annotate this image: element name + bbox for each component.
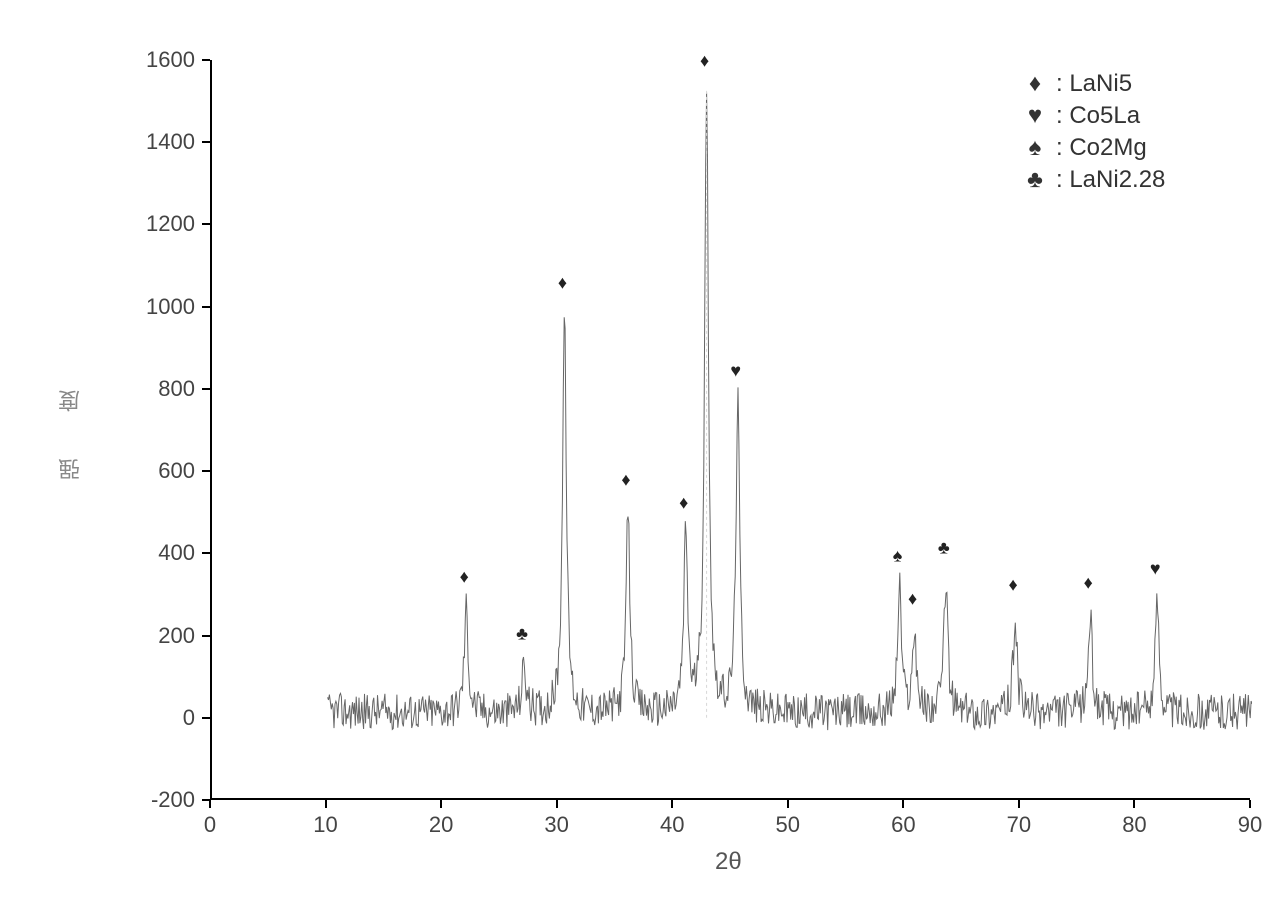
diamond-icon: ♦ [558, 272, 567, 293]
y-tick-mark [202, 470, 210, 472]
x-tick-mark [209, 800, 211, 808]
legend-item: ♥: Co5La [1020, 102, 1165, 130]
x-tick-label: 40 [652, 812, 692, 838]
diamond-icon: ♦ [700, 50, 709, 71]
spade-icon: ♠ [893, 546, 903, 567]
x-tick-label: 30 [537, 812, 577, 838]
diamond-icon: ♦ [1020, 70, 1050, 98]
y-tick-label: 400 [130, 540, 195, 566]
y-tick-label: 1000 [130, 294, 195, 320]
y-tick-mark [202, 306, 210, 308]
x-tick-mark [556, 800, 558, 808]
x-tick-mark [1018, 800, 1020, 808]
y-tick-mark [202, 635, 210, 637]
heart-icon: ♥ [730, 361, 741, 382]
heart-icon: ♥ [1150, 558, 1161, 579]
y-tick-label: 0 [130, 705, 195, 731]
y-tick-label: 1400 [130, 129, 195, 155]
x-tick-mark [1249, 800, 1251, 808]
x-tick-label: 20 [421, 812, 461, 838]
y-tick-mark [202, 388, 210, 390]
x-tick-mark [902, 800, 904, 808]
y-tick-label: 1600 [130, 47, 195, 73]
y-tick-mark [202, 141, 210, 143]
xrd-chart: -20002004006008001000120014001600 010203… [50, 20, 1230, 880]
y-tick-label: 1200 [130, 211, 195, 237]
x-tick-mark [325, 800, 327, 808]
diamond-icon: ♦ [1084, 572, 1093, 593]
diamond-icon: ♦ [679, 492, 688, 513]
diamond-icon: ♦ [621, 470, 630, 491]
legend-item: ♦: LaNi5 [1020, 70, 1165, 98]
legend-label: : LaNi2.28 [1056, 166, 1165, 194]
club-icon: ♣ [938, 538, 950, 559]
y-tick-mark [202, 717, 210, 719]
spade-icon: ♠ [1020, 134, 1050, 162]
x-tick-mark [787, 800, 789, 808]
x-tick-mark [440, 800, 442, 808]
diamond-icon: ♦ [908, 589, 917, 610]
y-axis-label: 强 度 [55, 370, 87, 480]
x-tick-label: 70 [999, 812, 1039, 838]
y-tick-mark [202, 223, 210, 225]
y-tick-mark [202, 552, 210, 554]
legend-label: : Co2Mg [1056, 134, 1147, 162]
legend-item: ♠: Co2Mg [1020, 134, 1165, 162]
x-axis-label: 2θ [715, 848, 742, 876]
y-tick-label: -200 [130, 787, 195, 813]
legend-label: : Co5La [1056, 102, 1140, 130]
legend: ♦: LaNi5♥: Co5La♠: Co2Mg♣: LaNi2.28 [1020, 70, 1165, 198]
x-tick-label: 10 [306, 812, 346, 838]
y-tick-label: 200 [130, 623, 195, 649]
club-icon: ♣ [516, 624, 528, 645]
x-tick-mark [1133, 800, 1135, 808]
x-tick-label: 50 [768, 812, 808, 838]
diamond-icon: ♦ [460, 566, 469, 587]
y-tick-label: 600 [130, 458, 195, 484]
y-tick-mark [202, 59, 210, 61]
club-icon: ♣ [1020, 166, 1050, 194]
legend-label: : LaNi5 [1056, 70, 1132, 98]
x-tick-mark [671, 800, 673, 808]
x-tick-label: 60 [883, 812, 923, 838]
y-tick-label: 800 [130, 376, 195, 402]
legend-item: ♣: LaNi2.28 [1020, 166, 1165, 194]
x-tick-label: 0 [190, 812, 230, 838]
x-tick-label: 80 [1114, 812, 1154, 838]
diamond-icon: ♦ [1009, 575, 1018, 596]
heart-icon: ♥ [1020, 102, 1050, 130]
x-tick-label: 90 [1230, 812, 1270, 838]
